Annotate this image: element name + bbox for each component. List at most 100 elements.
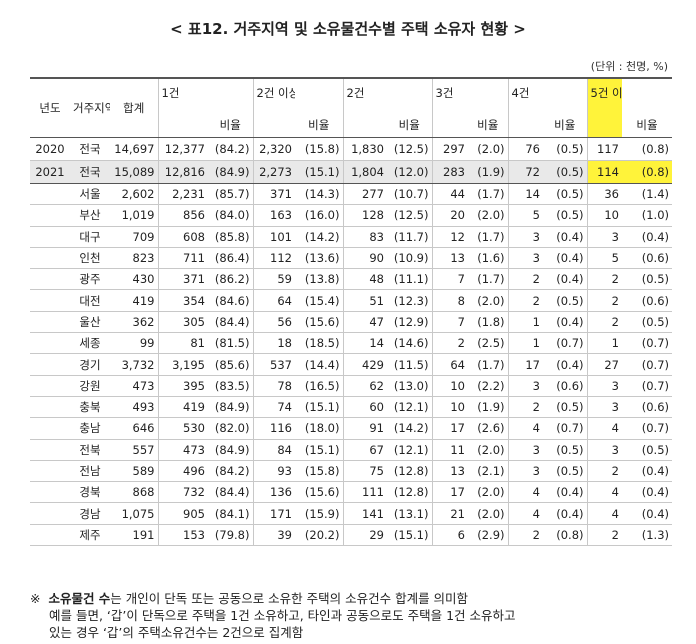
- value-cell: 4: [507, 417, 543, 440]
- value-cell: (0.7): [622, 353, 672, 376]
- year-cell: [30, 226, 70, 248]
- value-cell: (2.2): [468, 375, 508, 397]
- value-cell: (13.6): [295, 247, 343, 270]
- value-cell: (1.7): [468, 183, 508, 206]
- value-cell: 4: [586, 417, 622, 440]
- value-cell: 2,231: [157, 183, 208, 206]
- value-cell: (0.5): [543, 439, 587, 461]
- column-header: 5건 이상: [586, 77, 622, 138]
- table-row: 제주 191 153 (79.8) 39 (20.2) 29 (15.1) 6 (2.9) 2 (0.…: [30, 524, 672, 547]
- value-cell: (81.5): [208, 332, 253, 355]
- value-cell: (0.5): [622, 439, 672, 461]
- year-cell: [30, 247, 70, 270]
- value-cell: (0.4): [543, 268, 587, 291]
- value-cell: 496: [157, 460, 208, 483]
- value-cell: (1.0): [622, 204, 672, 227]
- value-cell: 429: [342, 353, 387, 376]
- value-cell: 7: [431, 268, 468, 291]
- value-cell: (85.8): [208, 226, 253, 248]
- value-cell: 93: [252, 460, 295, 483]
- value-cell: 823: [110, 247, 158, 270]
- value-cell: (12.3): [387, 289, 432, 312]
- value-cell: 72: [507, 160, 543, 184]
- value-cell: 493: [110, 396, 158, 419]
- value-cell: (1.3): [622, 524, 672, 547]
- value-cell: 81: [157, 332, 208, 355]
- column-header: 비율: [468, 77, 508, 138]
- note-line: 예를 들면, ‘갑’이 단독으로 주택을 1건 소유하고, 타인과 공동으로도 …: [49, 608, 516, 623]
- value-cell: (0.4): [543, 502, 587, 525]
- value-cell: 116: [252, 417, 295, 440]
- label-cell: 대전: [70, 289, 110, 312]
- table-row: 대구 709 608 (85.8) 101 (14.2) 83 (11.7) 12 (1.7) 3(…: [30, 226, 672, 248]
- value-cell: (14.2): [295, 226, 343, 248]
- value-cell: (1.7): [468, 226, 508, 248]
- column-header: 2건 이상: [252, 77, 295, 138]
- label-cell: 제주: [70, 524, 110, 547]
- value-cell: (15.8): [295, 460, 343, 483]
- value-cell: (15.8): [295, 137, 343, 161]
- value-cell: (83.5): [208, 375, 253, 397]
- value-cell: (2.5): [468, 332, 508, 355]
- value-cell: 12,816: [157, 160, 208, 184]
- value-cell: (1.6): [468, 247, 508, 270]
- value-cell: 2: [507, 268, 543, 291]
- label-cell: 세종: [70, 332, 110, 355]
- year-cell: [30, 353, 70, 376]
- value-cell: (0.4): [543, 481, 587, 504]
- value-cell: 75: [342, 460, 387, 483]
- value-cell: 2: [586, 460, 622, 483]
- value-cell: 64: [431, 353, 468, 376]
- value-cell: 732: [157, 481, 208, 504]
- value-cell: 856: [157, 204, 208, 227]
- value-cell: 2: [586, 289, 622, 312]
- value-cell: 4: [586, 502, 622, 525]
- value-cell: (15.6): [295, 481, 343, 504]
- value-cell: (10.7): [387, 183, 432, 206]
- value-cell: (1.7): [468, 353, 508, 376]
- value-cell: 111: [342, 481, 387, 504]
- table-row: 서울 2,602 2,231 (85.7) 371 (14.3) 277 (10.7) 44 (1…: [30, 183, 672, 206]
- value-cell: 430: [110, 268, 158, 291]
- value-cell: 5: [586, 247, 622, 270]
- value-cell: 297: [431, 137, 468, 161]
- value-cell: (0.4): [622, 460, 672, 483]
- year-cell: [30, 268, 70, 291]
- value-cell: 2: [586, 311, 622, 334]
- label-cell: 2021: [30, 160, 70, 184]
- label-cell: 전북: [70, 439, 110, 461]
- value-cell: 153: [157, 524, 208, 547]
- label-cell: 강원: [70, 375, 110, 397]
- label-cell: 경남: [70, 502, 110, 525]
- label-cell: 울산: [70, 311, 110, 334]
- value-cell: 10: [586, 204, 622, 227]
- value-cell: 557: [110, 439, 158, 461]
- value-cell: 114: [586, 160, 622, 184]
- value-cell: (0.4): [543, 353, 587, 376]
- table-row: 강원 473 395 (83.5) 78 (16.5) 62 (13.0) 10 (2.2) 3 (0…: [30, 375, 672, 397]
- value-cell: 59: [252, 268, 295, 291]
- year-cell: [30, 460, 70, 483]
- year-cell: [30, 524, 70, 547]
- label-cell: 대구: [70, 226, 110, 248]
- value-cell: 6: [431, 524, 468, 547]
- value-cell: 91: [342, 417, 387, 440]
- value-cell: 112: [252, 247, 295, 270]
- value-cell: (0.7): [543, 332, 587, 355]
- column-header: 비율: [295, 77, 343, 138]
- table-row: 광주 430 371 (86.2) 59 (13.8) 48 (11.1) 7 (1.7) 2 (0.…: [30, 268, 672, 291]
- table-row: 2020 전국 14,697 12,377 (84.2) 2,320 (15.8) 1,830…: [30, 137, 672, 161]
- value-cell: (2.6): [468, 417, 508, 440]
- label-cell: 전국: [70, 160, 110, 184]
- value-cell: 15,089: [110, 160, 158, 184]
- year-cell: [30, 396, 70, 419]
- value-cell: (2.0): [468, 439, 508, 461]
- value-cell: 78: [252, 375, 295, 397]
- value-cell: 136: [252, 481, 295, 504]
- note-term: 소유물건 수: [48, 591, 111, 606]
- label-cell: 전국: [70, 137, 110, 161]
- value-cell: 3: [586, 375, 622, 397]
- value-cell: (11.7): [387, 226, 432, 248]
- value-cell: 3: [507, 247, 543, 270]
- value-cell: (0.7): [543, 417, 587, 440]
